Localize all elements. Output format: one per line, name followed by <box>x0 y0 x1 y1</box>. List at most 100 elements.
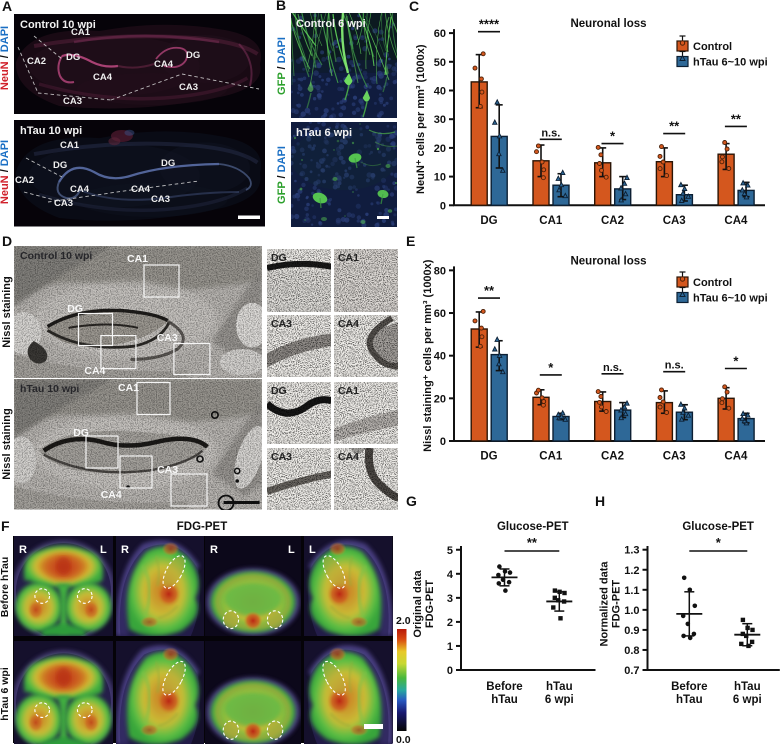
svg-text:Control: Control <box>693 277 732 289</box>
svg-text:0.7: 0.7 <box>624 665 639 677</box>
svg-text:CA4: CA4 <box>724 215 748 227</box>
svg-text:DG: DG <box>161 158 175 169</box>
svg-text:R: R <box>210 544 218 556</box>
svg-text:DG: DG <box>271 386 287 397</box>
svg-text:Before: Before <box>671 681 707 693</box>
svg-text:40: 40 <box>434 351 446 363</box>
svg-text:L: L <box>100 544 107 556</box>
svg-text:40: 40 <box>434 86 446 98</box>
svg-text:CA4: CA4 <box>724 451 748 463</box>
svg-text:20: 20 <box>434 143 446 155</box>
svg-text:DG: DG <box>67 303 83 315</box>
svg-text:R: R <box>19 544 27 556</box>
svg-text:Nissl staining: Nissl staining <box>2 276 13 348</box>
svg-text:CA1: CA1 <box>127 253 148 265</box>
svg-text:CA3: CA3 <box>663 451 686 463</box>
svg-text:CA2: CA2 <box>601 451 624 463</box>
svg-text:*: * <box>548 360 554 375</box>
svg-text:20: 20 <box>434 393 446 405</box>
svg-text:n.s.: n.s. <box>665 360 684 372</box>
svg-text:CA3: CA3 <box>157 332 178 344</box>
svg-text:0.0: 0.0 <box>396 734 411 746</box>
svg-text:1: 1 <box>447 641 453 653</box>
svg-text:n.s.: n.s. <box>541 127 560 139</box>
svg-text:R: R <box>121 544 129 556</box>
svg-text:FDG-PET: FDG-PET <box>424 580 436 629</box>
svg-text:50: 50 <box>434 57 446 69</box>
svg-text:1.1: 1.1 <box>624 585 639 597</box>
svg-text:hTau: hTau <box>546 681 573 693</box>
svg-text:CA4: CA4 <box>84 365 105 377</box>
svg-text:Neuronal loss: Neuronal loss <box>570 255 646 267</box>
svg-text:60: 60 <box>434 28 446 40</box>
svg-text:GFP / DAPI: GFP / DAPI <box>277 37 288 95</box>
svg-text:CA3: CA3 <box>54 198 73 209</box>
svg-text:Glucose-PET: Glucose-PET <box>497 521 569 533</box>
svg-text:CA1: CA1 <box>118 382 139 394</box>
svg-text:Nissl staining⁺ cells per mm³: Nissl staining⁺ cells per mm³ (1000x) <box>422 259 434 452</box>
svg-text:80: 80 <box>434 265 446 277</box>
svg-text:****: **** <box>479 17 500 32</box>
svg-text:CA2: CA2 <box>601 215 624 227</box>
svg-text:*: * <box>716 535 722 550</box>
svg-text:1.3: 1.3 <box>624 545 639 557</box>
svg-text:4: 4 <box>447 569 454 581</box>
svg-text:1.2: 1.2 <box>624 565 639 577</box>
svg-text:Control 10 wpi: Control 10 wpi <box>20 250 92 262</box>
svg-text:2.0: 2.0 <box>396 615 411 627</box>
svg-text:CA1: CA1 <box>539 451 563 463</box>
svg-text:hTau 6~10 wpi: hTau 6~10 wpi <box>693 57 768 69</box>
svg-text:DG: DG <box>73 427 89 439</box>
svg-text:CA3: CA3 <box>663 215 686 227</box>
svg-text:CA4: CA4 <box>131 184 151 195</box>
svg-text:0: 0 <box>440 436 446 448</box>
svg-text:Nissl staining: Nissl staining <box>2 408 13 480</box>
svg-text:Original data: Original data <box>412 570 424 638</box>
svg-text:Glucose-PET: Glucose-PET <box>682 521 754 533</box>
svg-text:L: L <box>309 544 316 556</box>
svg-text:6 wpi: 6 wpi <box>545 694 574 706</box>
svg-text:Normalized data: Normalized data <box>599 561 611 647</box>
svg-text:CA1: CA1 <box>71 27 91 38</box>
svg-text:**: ** <box>484 283 495 298</box>
svg-text:DG: DG <box>66 52 80 63</box>
svg-text:0: 0 <box>447 665 453 677</box>
svg-text:DG: DG <box>186 50 200 61</box>
svg-text:hTau 6 wpi: hTau 6 wpi <box>296 127 352 139</box>
svg-text:hTau: hTau <box>676 694 703 706</box>
svg-text:CA4: CA4 <box>338 451 359 463</box>
svg-text:Control: Control <box>693 41 732 53</box>
svg-text:GFP / DAPI: GFP / DAPI <box>277 146 288 204</box>
svg-text:hTau: hTau <box>734 681 761 693</box>
svg-text:CA4: CA4 <box>154 59 174 70</box>
svg-text:hTau 10 wpi: hTau 10 wpi <box>20 125 82 137</box>
svg-text:CA2: CA2 <box>15 175 34 186</box>
svg-text:*: * <box>610 129 616 144</box>
svg-text:hTau 6~10 wpi: hTau 6~10 wpi <box>693 293 768 305</box>
svg-text:NeuN / DAPI: NeuN / DAPI <box>0 26 11 90</box>
svg-text:DG: DG <box>480 451 497 463</box>
svg-text:Control 10 wpi: Control 10 wpi <box>20 19 96 31</box>
svg-text:n.s.: n.s. <box>603 362 622 374</box>
svg-text:*: * <box>733 354 739 369</box>
svg-text:60: 60 <box>434 308 446 320</box>
svg-text:CA3: CA3 <box>179 82 198 93</box>
svg-text:CA2: CA2 <box>27 56 46 67</box>
svg-text:**: ** <box>527 535 538 550</box>
svg-text:CA3: CA3 <box>63 96 82 107</box>
svg-text:1.0: 1.0 <box>624 605 639 617</box>
svg-text:DG: DG <box>53 160 67 171</box>
svg-text:**: ** <box>669 119 680 134</box>
svg-text:CA3: CA3 <box>271 318 292 330</box>
svg-text:0.8: 0.8 <box>624 645 639 657</box>
svg-text:CA3: CA3 <box>271 451 292 463</box>
svg-text:NeuN / DAPI: NeuN / DAPI <box>0 140 11 204</box>
svg-text:0: 0 <box>440 200 446 212</box>
svg-text:CA3: CA3 <box>157 464 178 476</box>
svg-text:hTau: hTau <box>491 694 518 706</box>
svg-text:CA1: CA1 <box>539 215 563 227</box>
svg-text:Before: Before <box>486 681 522 693</box>
svg-text:CA1: CA1 <box>60 140 80 151</box>
svg-text:3: 3 <box>447 593 453 605</box>
svg-text:CA3: CA3 <box>151 194 170 205</box>
